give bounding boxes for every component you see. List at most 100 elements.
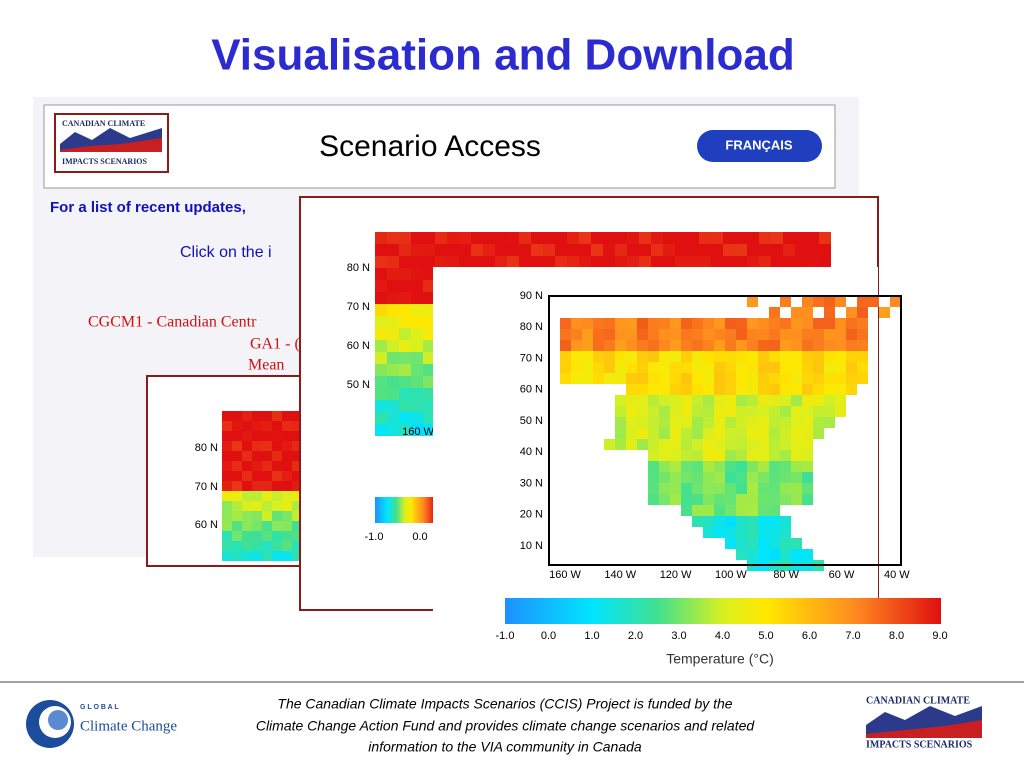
map-cell	[791, 307, 802, 318]
map-cell	[222, 491, 232, 501]
global-logo	[48, 710, 68, 730]
language-button-label[interactable]: FRANÇAIS	[725, 137, 792, 152]
map-cell	[725, 428, 736, 439]
map-cell	[637, 318, 648, 329]
map-cell	[615, 373, 626, 384]
map-cell	[747, 362, 758, 373]
map-cell	[769, 318, 780, 329]
map-cell	[824, 296, 835, 307]
map-cell	[758, 406, 769, 417]
map-cell	[411, 268, 423, 280]
map-cell	[791, 472, 802, 483]
map-cell	[615, 428, 626, 439]
map-cell	[824, 351, 835, 362]
map-cell	[681, 395, 692, 406]
map-cell	[531, 244, 543, 256]
map-cell	[771, 232, 783, 244]
map-cell	[747, 340, 758, 351]
map-cell	[725, 439, 736, 450]
map-cell	[846, 362, 857, 373]
map-cell	[714, 472, 725, 483]
map-cell	[819, 256, 831, 268]
map-cell	[769, 527, 780, 538]
map-cell	[758, 461, 769, 472]
map-cell	[747, 549, 758, 560]
map-cell	[736, 483, 747, 494]
map-cell	[780, 472, 791, 483]
map-front: 90 N 80 N 70 N 60 N 50 N 40 N 30 N 20 N 10 N 160 …	[496, 290, 948, 642]
map-cell	[791, 395, 802, 406]
map-cell	[292, 461, 302, 471]
map-cell	[747, 483, 758, 494]
map-cell	[703, 362, 714, 373]
map-cell	[282, 421, 292, 431]
map-cell	[791, 538, 802, 549]
map-cell	[736, 417, 747, 428]
map-cell	[780, 450, 791, 461]
map-cell	[769, 483, 780, 494]
map-cell	[615, 351, 626, 362]
map-cell	[703, 450, 714, 461]
map-cell	[747, 538, 758, 549]
map-cell	[692, 472, 703, 483]
map-cell	[703, 395, 714, 406]
map-cell	[771, 244, 783, 256]
lat-label: 80 N	[195, 442, 218, 454]
map-cell	[703, 516, 714, 527]
map-cell	[703, 329, 714, 340]
map-cell	[824, 384, 835, 395]
map-cell	[780, 395, 791, 406]
map-cell	[571, 340, 582, 351]
lon-label: 40 W	[884, 569, 910, 581]
map-cell	[659, 373, 670, 384]
map-cell	[423, 352, 435, 364]
language-button[interactable]	[697, 130, 822, 162]
map-cell	[252, 461, 262, 471]
map-cell	[387, 400, 399, 412]
map-cell	[675, 232, 687, 244]
map-cell	[272, 421, 282, 431]
map-cell	[802, 373, 813, 384]
map-cell	[735, 244, 747, 256]
map-cell	[747, 505, 758, 516]
map-cell	[252, 441, 262, 451]
map-cell	[262, 451, 272, 461]
map-cell	[747, 351, 758, 362]
map-cell	[699, 232, 711, 244]
map-cell	[769, 428, 780, 439]
map-cell	[692, 384, 703, 395]
map-cell	[780, 538, 791, 549]
lat-label: 80 N	[520, 321, 543, 333]
scale-label: 3.0	[671, 630, 686, 642]
map-cell	[603, 256, 615, 268]
lat-label: 70 N	[520, 352, 543, 364]
map-cell	[272, 471, 282, 481]
map-cell	[714, 351, 725, 362]
map-cell	[411, 328, 423, 340]
map-cell	[375, 304, 387, 316]
map-cell	[582, 329, 593, 340]
map-cell	[659, 329, 670, 340]
map-cell	[725, 362, 736, 373]
map-cell	[262, 531, 272, 541]
logo-text: CANADIAN CLIMATE	[62, 119, 145, 128]
footer-text: information to the VIA community in Cana…	[368, 739, 642, 755]
map-cell	[483, 232, 495, 244]
map-cell	[232, 481, 242, 491]
map-cell	[857, 351, 868, 362]
map-cell	[681, 472, 692, 483]
map-cell	[714, 439, 725, 450]
map-cell	[262, 501, 272, 511]
map-cell	[648, 362, 659, 373]
map-cell	[593, 373, 604, 384]
map-front-window: 90 N 80 N 70 N 60 N 50 N 40 N 30 N 20 N 10 N 160 …	[433, 267, 948, 667]
map-cell	[813, 417, 824, 428]
map-cell	[780, 384, 791, 395]
map-cell	[714, 450, 725, 461]
map-cell	[681, 384, 692, 395]
map-cell	[791, 483, 802, 494]
map-cell	[292, 431, 302, 441]
map-cell	[411, 352, 423, 364]
map-cell	[375, 244, 387, 256]
map-cell	[292, 521, 302, 531]
